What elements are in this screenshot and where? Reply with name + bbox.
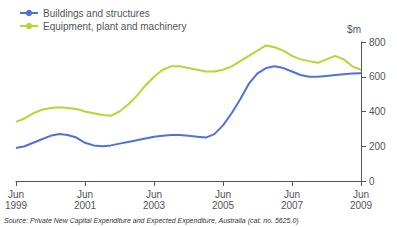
svg-text:$m: $m — [347, 24, 361, 35]
svg-text:Equipment, plant and machinery: Equipment, plant and machinery — [43, 21, 186, 32]
svg-text:2005: 2005 — [212, 200, 235, 211]
svg-text:2001: 2001 — [74, 200, 97, 211]
svg-text:Jun: Jun — [284, 189, 300, 200]
svg-text:Jun: Jun — [353, 189, 369, 200]
svg-text:1999: 1999 — [5, 200, 28, 211]
svg-text:400: 400 — [369, 106, 386, 117]
svg-text:0: 0 — [369, 176, 375, 187]
svg-text:2007: 2007 — [281, 200, 304, 211]
svg-text:2009: 2009 — [350, 200, 373, 211]
svg-text:200: 200 — [369, 141, 386, 152]
svg-text:2003: 2003 — [143, 200, 166, 211]
svg-text:Source: Private New Capital Ex: Source: Private New Capital Expenditure … — [4, 217, 299, 225]
svg-text:Jun: Jun — [215, 189, 231, 200]
svg-text:Jun: Jun — [77, 189, 93, 200]
svg-text:Jun: Jun — [146, 189, 162, 200]
svg-text:Jun: Jun — [8, 189, 24, 200]
svg-text:600: 600 — [369, 71, 386, 82]
svg-text:800: 800 — [369, 37, 386, 48]
svg-text:Buildings and structures: Buildings and structures — [43, 8, 150, 19]
